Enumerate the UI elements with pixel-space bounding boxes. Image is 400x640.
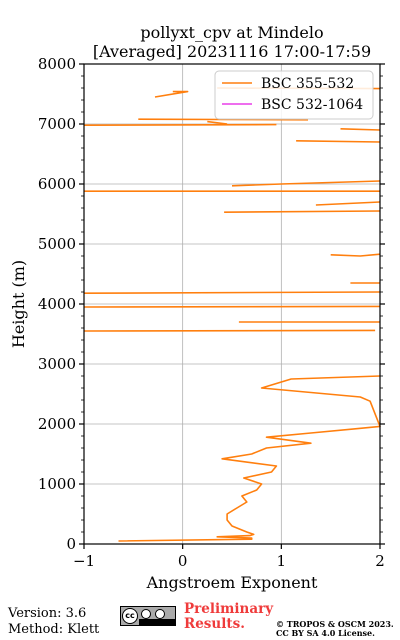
preliminary-results-text: Preliminary Results.	[184, 601, 274, 632]
y-tick-label: 0	[66, 535, 76, 553]
legend-label-bsc-355-532: BSC 355-532	[261, 76, 354, 92]
grid	[83, 63, 381, 545]
x-axis-label: Angstroem Exponent	[146, 573, 318, 592]
chart: pollyxt_cpv at Mindelo [Averaged] 202311…	[9, 23, 385, 592]
y-tick-label: 1000	[38, 475, 76, 493]
y-tick-label: 3000	[38, 355, 76, 373]
legend-label-bsc-532-1064: BSC 532-1064	[261, 97, 363, 113]
y-tick-label: 7000	[38, 115, 76, 133]
legend-box	[214, 70, 374, 120]
y-axis-label: Height (m)	[9, 260, 28, 348]
chart-title: pollyxt_cpv at Mindelo	[140, 23, 323, 42]
y-tick-label: 2000	[38, 415, 76, 433]
y-tick-label: 6000	[38, 175, 76, 193]
series-layer	[83, 87, 381, 542]
x-tick-label: 0	[178, 552, 188, 570]
x-tick-label: 2	[375, 552, 385, 570]
chart-subtitle: [Averaged] 20231116 17:00-17:59	[93, 42, 371, 61]
y-tick-label: 4000	[38, 295, 76, 313]
copyright-text: © TROPOS & OSCM 2023. CC BY SA 4.0 Licen…	[276, 620, 394, 638]
x-tick-label: 1	[277, 552, 287, 570]
x-tick-label: −1	[73, 552, 95, 570]
y-tick-label: 5000	[38, 235, 76, 253]
series-line-0	[83, 87, 381, 542]
method-text: Method: Klett	[8, 622, 100, 637]
cc-by-sa-icon: cc	[120, 606, 176, 626]
copyright-line-2: CC BY SA 4.0 License.	[276, 628, 375, 638]
version-text: Version: 3.6	[8, 606, 87, 621]
y-tick-label: 8000	[38, 55, 76, 73]
legend: BSC 355-532 BSC 532-1064	[214, 70, 374, 120]
copyright-line-1: © TROPOS & OSCM 2023.	[276, 619, 394, 629]
